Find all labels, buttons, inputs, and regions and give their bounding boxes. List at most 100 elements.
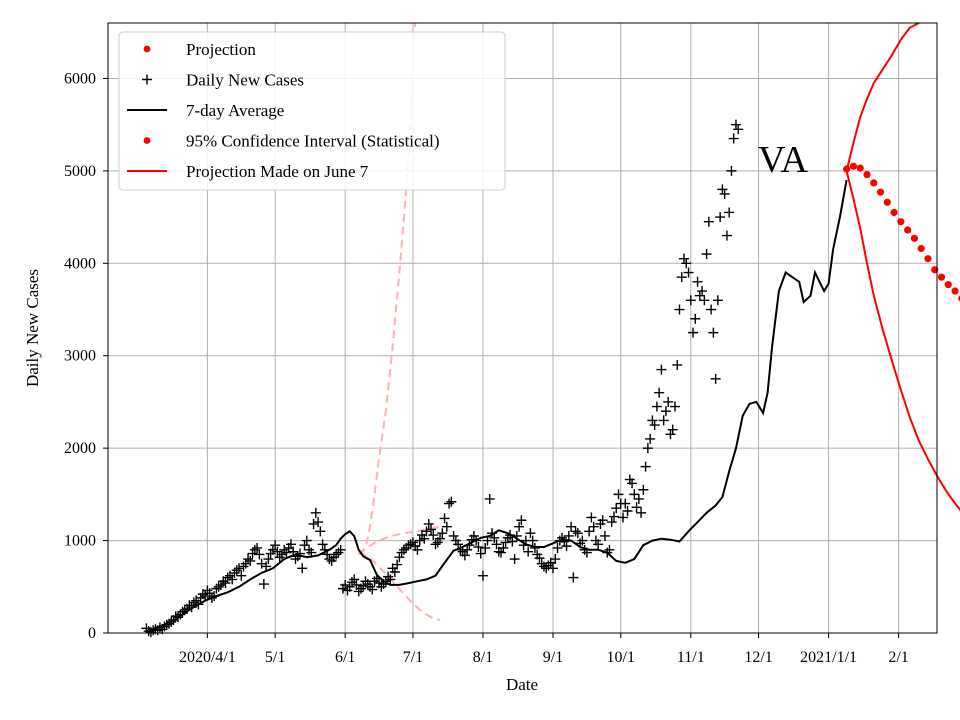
y-tick-label: 2000: [64, 440, 96, 457]
daily-case-marker: [448, 530, 459, 541]
daily-case-marker: [263, 554, 274, 565]
daily-case-marker: [301, 535, 312, 546]
confidence-interval-line: [845, 22, 920, 172]
x-tick-label: 12/1: [744, 649, 772, 666]
daily-case-marker: [733, 124, 744, 135]
daily-case-marker: [672, 359, 683, 370]
daily-case-marker: [421, 526, 432, 537]
daily-case-marker: [651, 401, 662, 412]
daily-case-marker: [231, 565, 242, 576]
june7-projection-line: [358, 525, 441, 556]
legend-dot-marker: [143, 137, 151, 144]
daily-case-marker: [568, 572, 579, 583]
projection-dot: [870, 179, 878, 187]
daily-case-marker: [308, 518, 319, 529]
daily-case-marker: [389, 567, 400, 577]
daily-case-marker: [708, 327, 719, 338]
x-tick-label: 5/1: [265, 649, 285, 666]
daily-case-marker: [412, 544, 423, 555]
daily-case-marker: [285, 539, 296, 550]
daily-case-marker: [295, 548, 306, 559]
daily-case-marker: [586, 512, 597, 523]
daily-case-marker: [477, 570, 488, 581]
daily-case-marker: [475, 548, 486, 559]
daily-case-marker: [525, 528, 536, 539]
x-tick-label: 10/1: [607, 649, 635, 666]
daily-case-marker: [706, 304, 717, 315]
daily-case-marker: [608, 511, 619, 522]
daily-case-marker: [683, 267, 694, 278]
daily-case-marker: [439, 513, 450, 524]
daily-case-marker: [423, 518, 434, 529]
daily-case-marker: [658, 415, 669, 426]
daily-case-marker: [561, 541, 572, 552]
daily-case-marker: [647, 415, 658, 426]
daily-case-marker: [663, 396, 674, 407]
legend-label: Projection: [186, 40, 256, 59]
state-label: VA: [758, 139, 809, 181]
daily-case-marker: [261, 561, 272, 572]
daily-case-marker: [220, 578, 231, 589]
x-tick-label: 11/1: [677, 649, 705, 666]
daily-case-marker: [398, 544, 409, 555]
daily-case-marker: [243, 554, 254, 565]
projection-dot: [951, 287, 959, 295]
daily-case-marker: [414, 535, 425, 546]
daily-case-marker: [446, 496, 457, 507]
confidence-interval-line: [845, 170, 960, 512]
seven-day-average-line: [146, 179, 848, 633]
x-tick-label: 2/1: [888, 649, 908, 666]
daily-case-marker: [252, 542, 263, 553]
daily-case-marker: [367, 584, 378, 595]
daily-case-marker: [694, 290, 705, 301]
daily-case-marker: [538, 561, 549, 572]
daily-new-cases-markers: [141, 119, 744, 638]
daily-case-marker: [717, 184, 728, 195]
daily-case-marker: [721, 230, 732, 241]
daily-case-marker: [441, 521, 452, 532]
daily-case-marker: [453, 539, 464, 550]
legend-label: Daily New Cases: [186, 71, 304, 90]
daily-case-marker: [570, 526, 581, 537]
projection-dot: [937, 273, 946, 281]
daily-case-marker: [523, 546, 534, 557]
daily-case-marker: [715, 212, 726, 223]
daily-case-marker: [254, 549, 265, 560]
daily-case-marker: [394, 552, 405, 563]
daily-case-marker: [584, 526, 595, 537]
daily-case-marker: [498, 542, 509, 553]
x-tick-label: 2021/1/1: [800, 649, 857, 666]
daily-case-marker: [640, 461, 651, 472]
daily-case-marker: [629, 489, 640, 500]
daily-case-marker: [385, 574, 396, 585]
daily-case-marker: [213, 581, 224, 592]
daily-case-marker: [527, 535, 538, 546]
daily-case-marker: [690, 313, 701, 324]
daily-case-marker: [681, 258, 692, 269]
plot-frame: [107, 22, 938, 634]
daily-case-marker: [489, 532, 500, 543]
daily-case-marker: [613, 489, 624, 500]
y-tick-label: 0: [88, 625, 96, 642]
daily-case-marker: [516, 515, 527, 526]
projection-dot: [843, 165, 851, 173]
x-tick-label: 2020/4/1: [179, 649, 236, 666]
daily-case-marker: [627, 478, 638, 489]
daily-case-marker: [344, 581, 355, 592]
x-axis-title: Date: [506, 675, 538, 694]
daily-case-marker: [654, 387, 665, 398]
x-tick-label: 6/1: [335, 649, 355, 666]
daily-case-marker: [588, 521, 599, 532]
daily-case-marker: [462, 544, 473, 555]
daily-case-marker: [638, 484, 649, 495]
y-tick-label: 4000: [64, 255, 96, 272]
daily-case-marker: [405, 539, 416, 550]
daily-case-marker: [599, 530, 610, 541]
daily-case-marker: [701, 249, 712, 260]
projection-dot: [890, 208, 898, 217]
daily-case-marker: [426, 524, 437, 535]
daily-case-marker: [597, 515, 608, 526]
daily-case-marker: [437, 528, 448, 539]
seven-day-average-line-path: [146, 179, 848, 633]
